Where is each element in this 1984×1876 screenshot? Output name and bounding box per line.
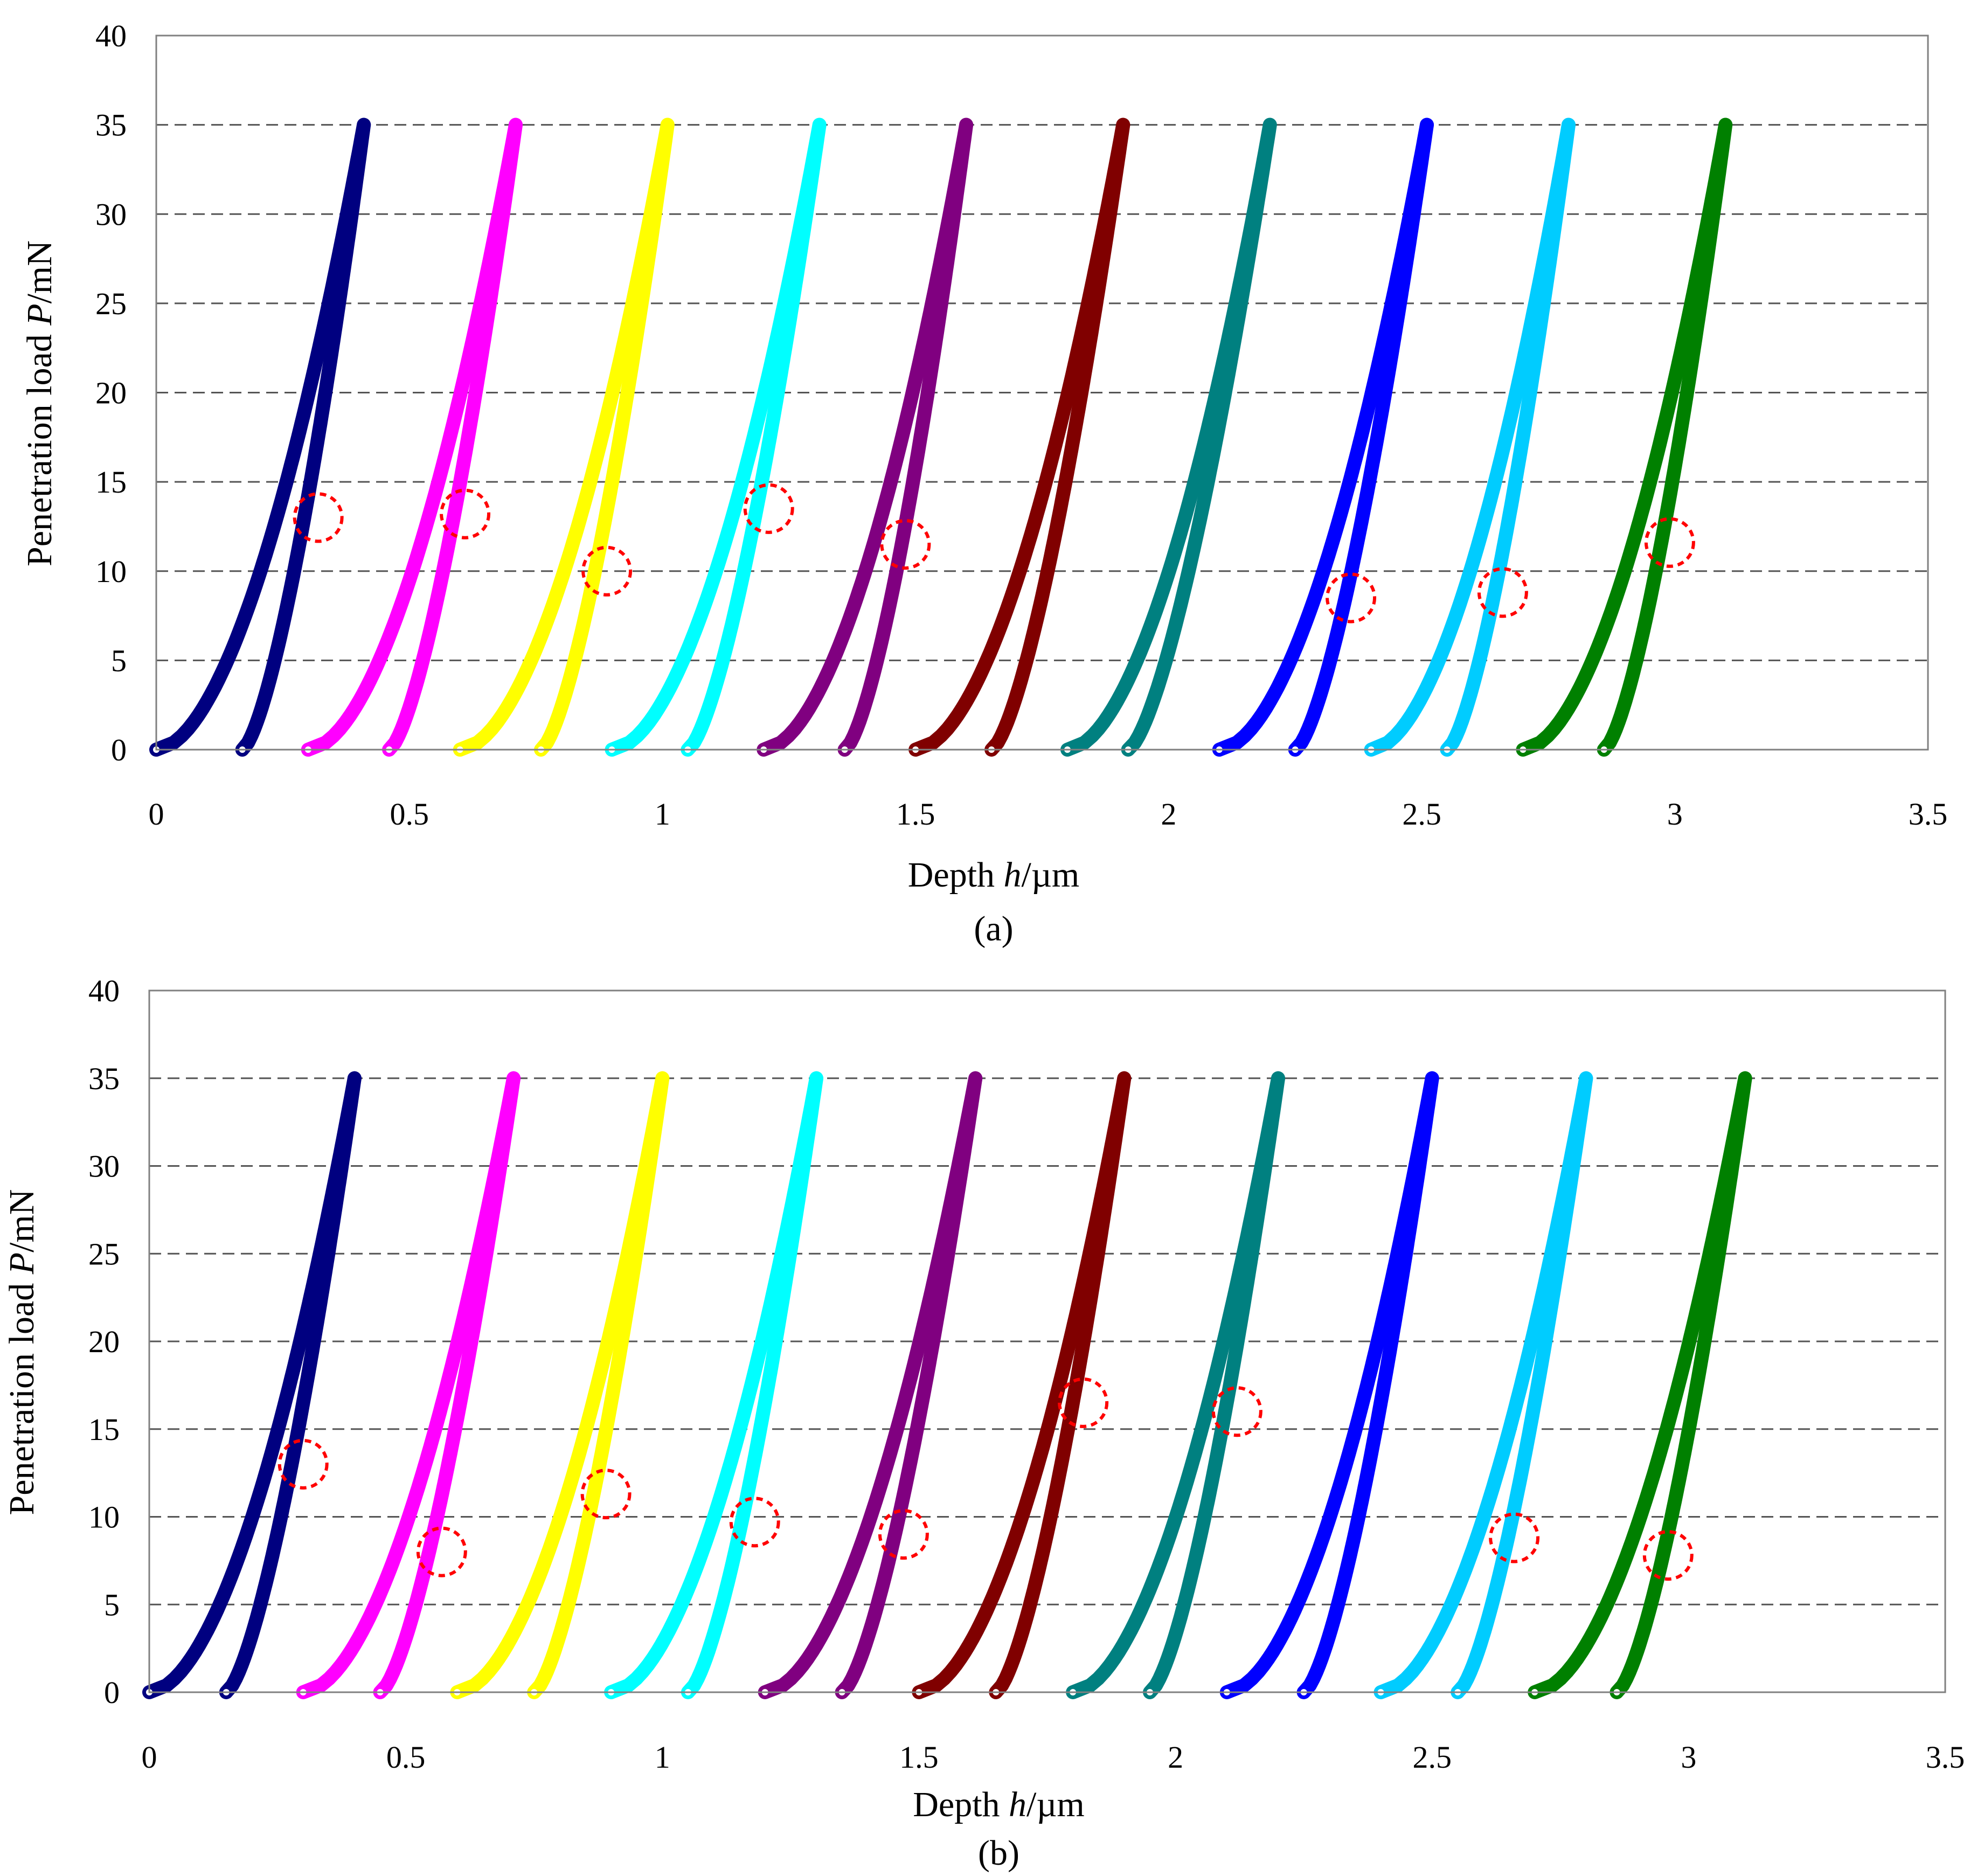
x-tick-label: 0 — [142, 1740, 157, 1775]
x-tick-label: 3 — [1667, 797, 1683, 832]
unloading-curve-curve-1 — [235, 117, 371, 757]
tick-labels-b: 0 0.5 1 1.5 2 2.5 3 3.5 0 5 10 15 20 25 30 35 40 — [88, 973, 1965, 1775]
x-tick-label: 3.5 — [1926, 1740, 1965, 1775]
tick-labels-a: 0 0.5 1 1.5 2 2.5 3 3.5 0 5 10 15 20 25 30 35 40 — [95, 18, 1947, 832]
y-tick-label: 25 — [88, 1236, 120, 1271]
unloading-curve-curve-4 — [681, 117, 827, 757]
unloading-curve-curve-2 — [373, 1071, 521, 1699]
pop-in-marker-curve-1-b — [278, 1438, 329, 1490]
y-tick-label: 30 — [88, 1149, 120, 1184]
pop-in-marker-curve-9-a — [1477, 567, 1528, 618]
x-tick-label: 1 — [655, 1740, 670, 1775]
pop-in-marker-curve-2-b — [416, 1526, 467, 1577]
y-tick-label: 20 — [88, 1324, 120, 1359]
x-tick-label: 2 — [1161, 797, 1176, 832]
x-axis-title-b: Depth h/µm — [913, 1785, 1085, 1824]
unloading-curve-curve-3 — [527, 1071, 670, 1699]
unloading-curve-curve-2 — [382, 117, 523, 757]
y-tick-label: 15 — [88, 1412, 120, 1447]
unloading-curve-curve-10 — [1610, 1071, 1752, 1699]
pop-in-marker-curve-3-b — [580, 1469, 632, 1520]
y-tick-label: 25 — [95, 286, 127, 321]
y-tick-label: 0 — [104, 1675, 120, 1710]
x-tick-label: 2.5 — [1402, 797, 1441, 832]
unloading-curve-curve-6 — [984, 117, 1130, 757]
y-tick-label: 30 — [95, 197, 127, 232]
pop-in-marker-curve-2-a — [440, 488, 491, 539]
pop-in-marker-curve-9-b — [1489, 1512, 1540, 1563]
pop-in-markers-b — [278, 1377, 1694, 1581]
unloading-curve-curve-10 — [1597, 117, 1733, 757]
x-tick-label: 2.5 — [1412, 1740, 1452, 1775]
x-tick-label: 1.5 — [896, 797, 935, 832]
pop-in-marker-curve-10-a — [1644, 517, 1695, 568]
panel-label-b: (b) — [978, 1833, 1019, 1873]
y-tick-label: 5 — [104, 1587, 120, 1622]
x-tick-label: 0.5 — [390, 797, 429, 832]
panel-a: 0 0.5 1 1.5 2 2.5 3 3.5 0 5 10 15 20 25 30 35 40 Depth h… — [20, 18, 1947, 949]
x-tick-label: 1.5 — [899, 1740, 939, 1775]
x-tick-label: 3 — [1681, 1740, 1696, 1775]
unloading-curve-curve-7 — [1121, 117, 1277, 757]
y-tick-label: 10 — [88, 1500, 120, 1535]
pop-in-marker-curve-4-b — [729, 1497, 780, 1548]
pop-in-marker-curve-3-a — [581, 545, 633, 597]
unloading-curve-curve-9 — [1440, 117, 1576, 757]
unloading-curve-curve-3 — [534, 117, 675, 757]
y-tick-label: 0 — [111, 732, 127, 767]
series-curve-10 — [1528, 1071, 1752, 1699]
series-curve-7 — [1066, 1071, 1285, 1699]
y-axis-title-a: Penetration load P/mN — [20, 240, 59, 566]
y-tick-label: 40 — [95, 18, 127, 53]
unloading-curve-curve-5 — [837, 117, 974, 757]
x-tick-label: 0 — [149, 797, 164, 832]
unloading-curve-curve-6 — [989, 1071, 1132, 1699]
series-curve-3 — [450, 1071, 670, 1699]
unloading-curve-curve-1 — [219, 1071, 362, 1699]
series-curve-5 — [757, 117, 974, 757]
plot-area-b — [148, 989, 1946, 1693]
pop-in-marker-curve-5-a — [880, 519, 931, 570]
unloading-curve-curve-9 — [1451, 1071, 1593, 1699]
pop-in-marker-curve-4-a — [743, 483, 794, 534]
unloading-curve-curve-4 — [681, 1071, 823, 1699]
pop-in-marker-curve-7-b — [1211, 1386, 1262, 1437]
x-axis-title-a: Depth h/µm — [908, 855, 1080, 895]
series-curve-9 — [1373, 1071, 1593, 1699]
y-tick-label: 20 — [95, 376, 127, 411]
series-curve-1 — [149, 117, 371, 757]
y-tick-label: 40 — [88, 973, 120, 1008]
series-layer-a — [149, 117, 1733, 757]
panel-b: 0 0.5 1 1.5 2 2.5 3 3.5 0 5 10 15 20 25 30 35 40 Depth h… — [2, 973, 1965, 1873]
x-tick-label: 0.5 — [386, 1740, 426, 1775]
unloading-curve-curve-8 — [1296, 1071, 1439, 1699]
y-tick-label: 35 — [88, 1061, 120, 1096]
series-curve-8 — [1219, 1071, 1439, 1699]
pop-in-marker-curve-8-a — [1326, 572, 1377, 624]
unloading-curve-curve-8 — [1288, 117, 1434, 757]
panel-label-a: (a) — [974, 909, 1013, 949]
pop-in-marker-curve-1-a — [293, 492, 344, 543]
unloading-curve-curve-5 — [835, 1071, 983, 1699]
x-tick-label: 2 — [1168, 1740, 1183, 1775]
y-tick-label: 15 — [95, 465, 127, 500]
pop-in-markers-a — [293, 483, 1695, 624]
plot-area-a — [155, 34, 1929, 751]
y-tick-label: 35 — [95, 108, 127, 143]
x-tick-label: 1 — [655, 797, 670, 832]
y-tick-label: 10 — [95, 554, 127, 589]
x-tick-label: 3.5 — [1909, 797, 1948, 832]
unloading-curve-curve-7 — [1143, 1071, 1285, 1699]
pop-in-marker-curve-6-b — [1058, 1377, 1109, 1428]
pop-in-marker-curve-5-b — [878, 1509, 929, 1560]
y-axis-title-b: Penetration load P/mN — [2, 1189, 41, 1515]
pop-in-marker-curve-10-b — [1642, 1530, 1694, 1581]
y-tick-label: 5 — [111, 643, 127, 678]
